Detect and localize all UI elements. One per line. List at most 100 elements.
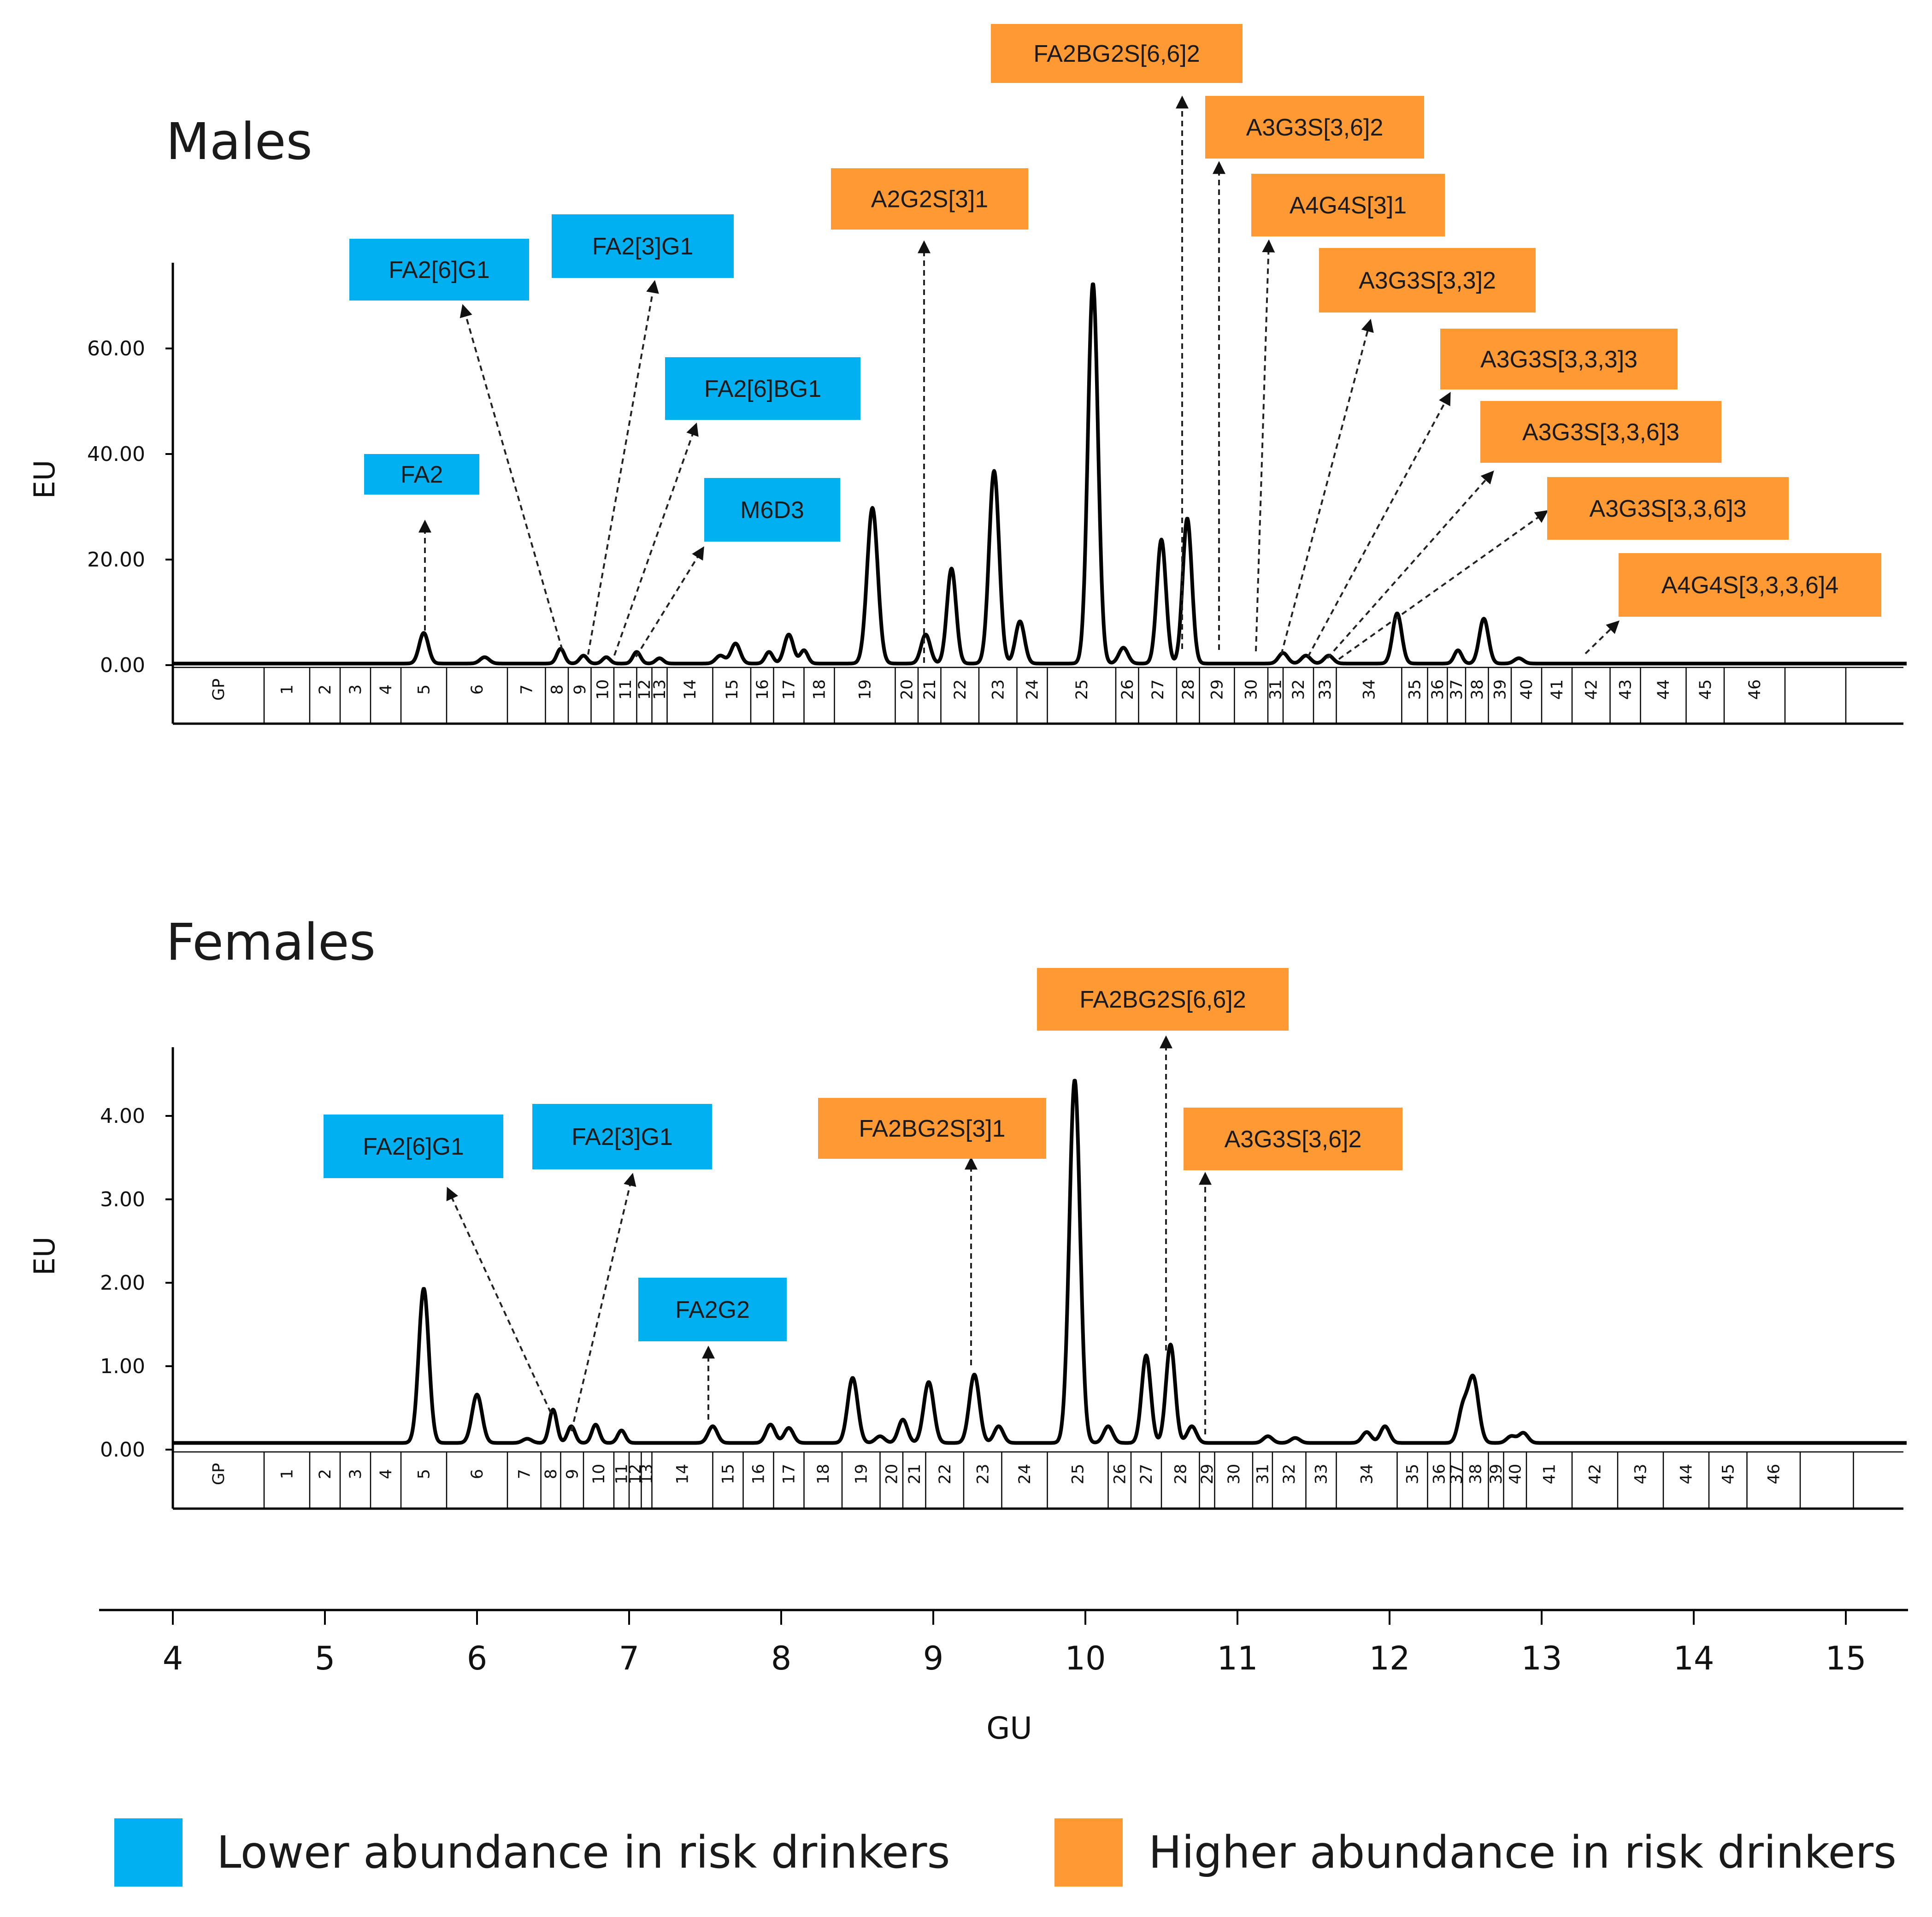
females-annotation-label: FA2G2	[675, 1297, 750, 1323]
males-gp-label: 13	[651, 679, 669, 700]
males-annotation-box	[1547, 477, 1789, 540]
females-gp-label: 36	[1430, 1464, 1449, 1485]
males-annotation-arrow	[1255, 239, 1275, 652]
females-gp-label: 16	[750, 1464, 768, 1485]
males-gp-label: 18	[811, 679, 829, 700]
females-annotation-box	[638, 1278, 787, 1341]
females-gp-label: 2	[316, 1469, 335, 1479]
females-gp-label: 45	[1719, 1464, 1738, 1485]
gu-axis: 4 5 6 7 8 9 10 11 12 13 14 15 GU	[99, 1609, 1908, 1746]
females-gp-label: 29	[1198, 1464, 1217, 1485]
males-gp-label: 11	[617, 679, 635, 700]
males-gp-label: 22	[951, 679, 970, 700]
males-annotation-label: A2G2S[3]1	[871, 186, 988, 213]
males-annotation-box	[1480, 401, 1721, 463]
males-gp-label: 29	[1208, 679, 1226, 700]
males-gp-label: 32	[1290, 679, 1308, 700]
gu-tick-label: 13	[1521, 1640, 1562, 1677]
males-annotation-label: FA2[6]G1	[389, 257, 490, 283]
males-annotation-label: A3G3S[3,6]2	[1246, 114, 1384, 141]
males-gp-label: 7	[518, 684, 536, 695]
males-gp-label: 17	[780, 679, 799, 700]
females-annotation-label: A3G3S[3,6]2	[1225, 1126, 1362, 1153]
females-gp-label: 21	[906, 1464, 924, 1485]
males-gp-label: 41	[1548, 679, 1567, 700]
females-y-tick-label: 2.00	[100, 1271, 145, 1295]
females-annotation-box	[324, 1115, 503, 1178]
males-annotation-box	[1440, 329, 1678, 389]
females-annotation-label: FA2[6]G1	[363, 1133, 464, 1160]
males-annotation-box	[1251, 174, 1445, 236]
females-gp-label: 37	[1448, 1464, 1466, 1485]
males-gp-label: 35	[1406, 679, 1424, 700]
females-gp-label: 28	[1172, 1464, 1190, 1485]
females-y-tick-label: 4.00	[100, 1104, 145, 1128]
males-gp-label: 34	[1360, 679, 1378, 700]
females-annotation-box	[1037, 968, 1289, 1031]
males-annotation-box	[364, 454, 479, 495]
females-gp-label: 27	[1137, 1464, 1156, 1485]
females-gp-label: 25	[1069, 1464, 1088, 1485]
males-gp-label: 28	[1179, 679, 1198, 700]
males-gp-label: 24	[1024, 679, 1042, 700]
males-annotation-arrow	[635, 546, 704, 658]
females-y-tick-label: 0.00	[100, 1438, 145, 1462]
males-gp-label: 44	[1655, 679, 1673, 700]
males-gp-label: 20	[898, 679, 916, 700]
females-annotations: FA2[6]G1 FA2[3]G1 FA2G2 FA2BG2S[3]1 FA2BG2S[…	[324, 968, 1402, 1434]
gu-tick-label: 5	[315, 1640, 336, 1677]
females-annotation-label: FA2BG2S[3]1	[859, 1115, 1006, 1142]
males-gp-label: 5	[415, 684, 434, 695]
males-annotation-arrow	[1338, 510, 1549, 660]
females-gp-label: 9	[563, 1469, 582, 1479]
males-title: Males	[166, 112, 312, 171]
females-gp-label: GP	[210, 1463, 228, 1485]
females-gp-label: 41	[1541, 1464, 1559, 1485]
females-gp-label: 18	[814, 1464, 833, 1485]
males-gp-label: 26	[1119, 679, 1137, 700]
males-gp-label: 39	[1491, 679, 1509, 700]
legend-lower-swatch	[114, 1818, 183, 1887]
females-gp-label: 40	[1506, 1464, 1525, 1485]
females-trace-layer	[171, 1079, 1908, 1445]
females-gp-label: 24	[1016, 1464, 1034, 1485]
females-axes: 0.00 1.00 2.00 3.00 4.00	[100, 1047, 1903, 1510]
males-annotation-arrow	[1326, 470, 1494, 659]
females-gp-label: 39	[1487, 1464, 1506, 1485]
females-gp-label: 35	[1404, 1464, 1422, 1485]
males-chromatogram-line	[171, 282, 1908, 666]
females-gp-label: 33	[1313, 1464, 1331, 1485]
males-y-label: EU	[28, 460, 61, 499]
females-gp-label: 3	[347, 1469, 365, 1479]
males-gp-label: 37	[1448, 679, 1466, 700]
females-gp-label: 19	[852, 1464, 871, 1485]
males-gp-label: 10	[594, 679, 612, 700]
males-gp-label: 46	[1746, 679, 1764, 700]
females-gp-label: 8	[542, 1469, 560, 1479]
males-annotation-box	[831, 168, 1028, 230]
males-annotation-box	[1619, 553, 1881, 617]
gu-tick-label: 10	[1065, 1640, 1106, 1677]
males-gp-label: 23	[989, 679, 1007, 700]
gu-tick-label: 7	[619, 1640, 640, 1677]
females-gp-label: 17	[780, 1464, 799, 1485]
legend-higher-label: Higher abundance in risk drinkers	[1149, 1827, 1897, 1878]
females-gp-label: 11	[613, 1464, 631, 1485]
females-annotation-label: FA2BG2S[6,6]2	[1079, 986, 1246, 1013]
females-gp-label: 1	[278, 1469, 297, 1479]
males-annotation-box	[704, 478, 840, 542]
females-chromatogram-line	[171, 1079, 1908, 1445]
females-gp-label: 34	[1358, 1464, 1377, 1485]
legend-lower-label: Lower abundance in risk drinkers	[217, 1827, 950, 1878]
females-gp-label: 46	[1765, 1464, 1783, 1485]
males-gp-label: 40	[1518, 679, 1536, 700]
males-gp-label: 42	[1582, 679, 1601, 700]
males-annotation-box	[991, 24, 1243, 83]
females-gp-label: 38	[1467, 1464, 1485, 1485]
males-annotation-label: A3G3S[3,3,6]3	[1589, 495, 1746, 522]
males-y-tick-label: 20.00	[87, 548, 145, 572]
males-gp-label: 45	[1696, 679, 1715, 700]
males-gp-label: 19	[856, 679, 875, 700]
males-annotations: FA2 FA2[6]G1 FA2[3]G1 FA2[6]BG1 M6D3 A2G2S[3]…	[349, 24, 1881, 663]
